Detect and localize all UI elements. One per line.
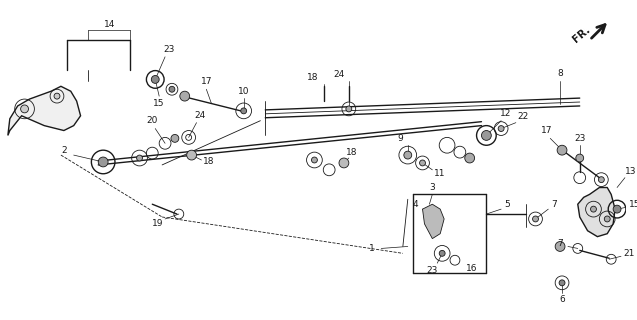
Polygon shape <box>8 86 80 135</box>
Text: 16: 16 <box>466 264 477 273</box>
Text: 10: 10 <box>238 87 250 96</box>
Text: 17: 17 <box>541 126 552 135</box>
Circle shape <box>169 86 175 92</box>
Polygon shape <box>422 204 444 239</box>
Circle shape <box>605 216 610 222</box>
Circle shape <box>613 205 621 213</box>
Circle shape <box>555 242 565 252</box>
Text: 5: 5 <box>504 200 510 209</box>
Circle shape <box>465 153 475 163</box>
Polygon shape <box>578 188 615 237</box>
Circle shape <box>187 150 197 160</box>
Circle shape <box>598 177 605 183</box>
Text: 11: 11 <box>433 169 445 178</box>
Text: 8: 8 <box>557 69 563 78</box>
Text: 1: 1 <box>369 244 375 253</box>
Circle shape <box>346 106 352 112</box>
Circle shape <box>98 157 108 167</box>
Text: 18: 18 <box>203 157 214 166</box>
Circle shape <box>440 250 445 256</box>
Text: 6: 6 <box>559 295 565 304</box>
Circle shape <box>590 206 596 212</box>
Text: 22: 22 <box>517 112 528 121</box>
Text: 23: 23 <box>574 134 585 143</box>
Text: 18: 18 <box>306 73 318 82</box>
Text: 17: 17 <box>201 77 212 86</box>
Text: 24: 24 <box>195 111 206 120</box>
Circle shape <box>533 216 538 222</box>
Circle shape <box>559 280 565 286</box>
Text: 23: 23 <box>163 45 175 54</box>
Circle shape <box>420 160 426 166</box>
Text: 9: 9 <box>397 134 403 143</box>
Text: 14: 14 <box>104 20 116 29</box>
Circle shape <box>576 154 583 162</box>
Circle shape <box>339 158 349 168</box>
Circle shape <box>404 151 412 159</box>
Text: 19: 19 <box>152 220 163 228</box>
Circle shape <box>54 93 60 99</box>
Text: 15: 15 <box>154 99 165 108</box>
Text: 4: 4 <box>413 200 419 209</box>
Circle shape <box>180 91 190 101</box>
Text: 2: 2 <box>61 146 67 155</box>
Text: 23: 23 <box>427 266 438 275</box>
Text: 21: 21 <box>623 249 634 258</box>
Text: 12: 12 <box>500 109 512 118</box>
Text: FR.: FR. <box>571 24 592 44</box>
Text: 18: 18 <box>346 148 357 156</box>
Text: 15: 15 <box>629 200 637 209</box>
Circle shape <box>311 157 317 163</box>
Text: 7: 7 <box>551 200 557 209</box>
Circle shape <box>20 105 29 113</box>
Text: 24: 24 <box>333 70 345 79</box>
Circle shape <box>152 76 159 83</box>
Text: 20: 20 <box>147 116 158 125</box>
Text: 13: 13 <box>625 167 636 176</box>
Text: 7: 7 <box>557 239 563 248</box>
Circle shape <box>557 145 567 155</box>
Circle shape <box>498 126 504 132</box>
Text: 3: 3 <box>429 183 435 192</box>
Circle shape <box>241 108 247 114</box>
Circle shape <box>171 134 179 142</box>
Circle shape <box>136 155 143 161</box>
Circle shape <box>482 131 491 140</box>
